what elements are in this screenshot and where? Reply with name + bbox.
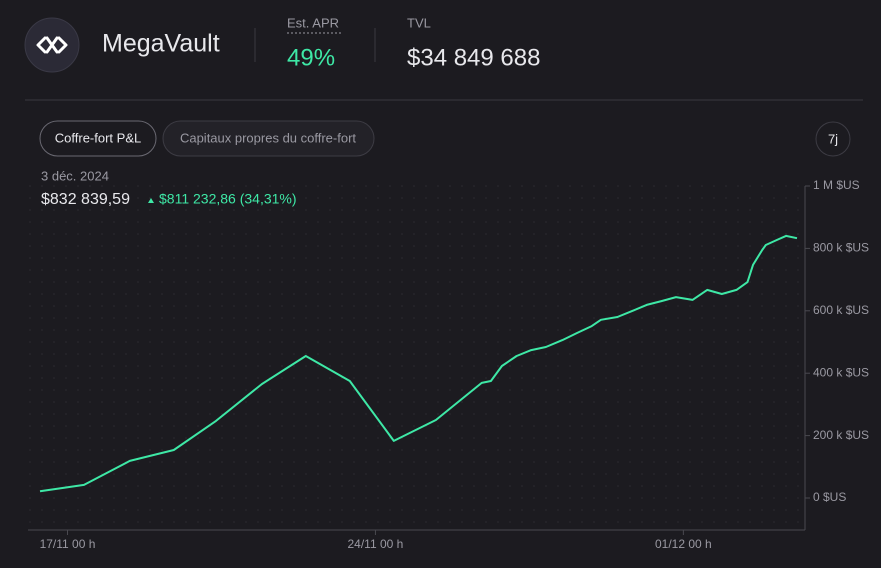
tvl-label: TVL bbox=[407, 15, 431, 30]
tab[interactable] bbox=[162, 120, 375, 157]
pnl-line bbox=[39, 234, 798, 493]
current-value: $832 839,59 bbox=[41, 191, 130, 208]
x-tick-label: 17/11 00 h bbox=[40, 537, 96, 551]
x-tick-label: 24/11 00 h bbox=[348, 537, 404, 551]
y-tick-label: 800 k $US bbox=[813, 241, 869, 255]
tvl-value: $34 849 688 bbox=[407, 44, 540, 71]
tab-label: Capitaux propres du coffre-fort bbox=[180, 130, 356, 145]
tab-active[interactable] bbox=[39, 120, 157, 157]
up-icon bbox=[148, 198, 154, 203]
apr-value: 49% bbox=[287, 44, 335, 71]
chart-date: 3 déc. 2024 bbox=[41, 168, 109, 183]
range-label: 7j bbox=[828, 131, 838, 146]
change-value: $811 232,86 (34,31%) bbox=[159, 191, 297, 207]
vault-name: MegaVault bbox=[102, 30, 220, 58]
y-tick-label: 400 k $US bbox=[813, 365, 869, 379]
x-tick-label: 01/12 00 h bbox=[655, 537, 712, 551]
y-tick-label: 0 $US bbox=[813, 490, 846, 504]
y-tick-label: 600 k $US bbox=[813, 303, 869, 317]
plot-background bbox=[28, 180, 804, 530]
y-tick-label: 1 M $US bbox=[813, 178, 860, 192]
range-button[interactable] bbox=[815, 121, 851, 157]
y-tick-label: 200 k $US bbox=[813, 428, 869, 442]
apr-label[interactable]: Est. APR bbox=[287, 15, 339, 30]
logo-icon bbox=[36, 36, 68, 54]
tab-label: Coffre-fort P&L bbox=[55, 130, 141, 145]
